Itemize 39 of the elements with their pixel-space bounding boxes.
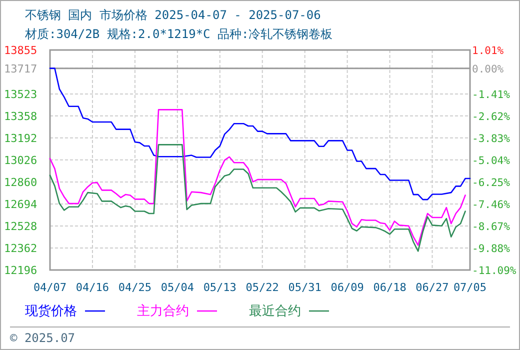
y-tick-label: 12860 [4, 176, 38, 189]
y2-tick-label: -8.67% [472, 221, 511, 233]
y-tick-label: 13523 [4, 88, 38, 102]
chart-title: 不锈钢 国内 市场价格 2025-04-07 - 2025-07-06 [25, 8, 321, 22]
legend-label: 最近合约 [249, 304, 301, 319]
y-tick-label: 13026 [4, 154, 38, 167]
x-tick-label: 06/27 [416, 281, 449, 294]
legend-label: 现货价格 [25, 304, 77, 319]
legend-label: 主力合约 [137, 303, 189, 319]
y2-tick-label: -6.25% [472, 177, 511, 189]
y2-tick-label: -2.62% [472, 111, 511, 123]
y-tick-label: 13855 [4, 44, 38, 57]
y2-tick-label: -3.83% [472, 133, 511, 145]
x-tick-label: 05/31 [288, 281, 322, 294]
y-tick-label: 13358 [4, 110, 38, 123]
y2-tick-label: 1.01% [472, 45, 504, 57]
y2-tick-label: -11.09% [472, 265, 517, 277]
x-tick-label: 05/04 [160, 281, 194, 294]
x-tick-label: 05/13 [203, 281, 236, 294]
y2-tick-label: 0.00% [472, 63, 504, 76]
x-tick-label: 04/07 [33, 281, 67, 294]
x-tick-label: 06/09 [330, 281, 364, 294]
y-tick-label: 12196 [4, 264, 38, 277]
text: © 2025.07 [10, 331, 76, 345]
y2-tick-label: -1.41% [472, 89, 511, 101]
x-tick-label: 05/22 [246, 281, 279, 294]
y2-tick-label: -7.46% [472, 199, 511, 211]
y2-tick-label: -9.88% [472, 243, 511, 255]
x-tick-label: 06/18 [373, 281, 406, 294]
y2-tick-label: -5.04% [472, 155, 511, 167]
chart-subtitle: 材质:304/2B 规格:2.0*1219*C 品种:冷轧不锈钢卷板 [24, 27, 333, 41]
y-tick-label: 13717 [4, 62, 38, 76]
x-tick-label: 07/05 [453, 281, 487, 294]
x-tick-label: 04/16 [76, 281, 110, 294]
y-tick-label: 12694 [4, 198, 38, 211]
x-tick-label: 04/25 [118, 281, 152, 294]
y-tick-label: 12362 [4, 242, 38, 255]
y-tick-label: 12528 [4, 220, 38, 233]
y-tick-label: 13192 [4, 132, 38, 145]
